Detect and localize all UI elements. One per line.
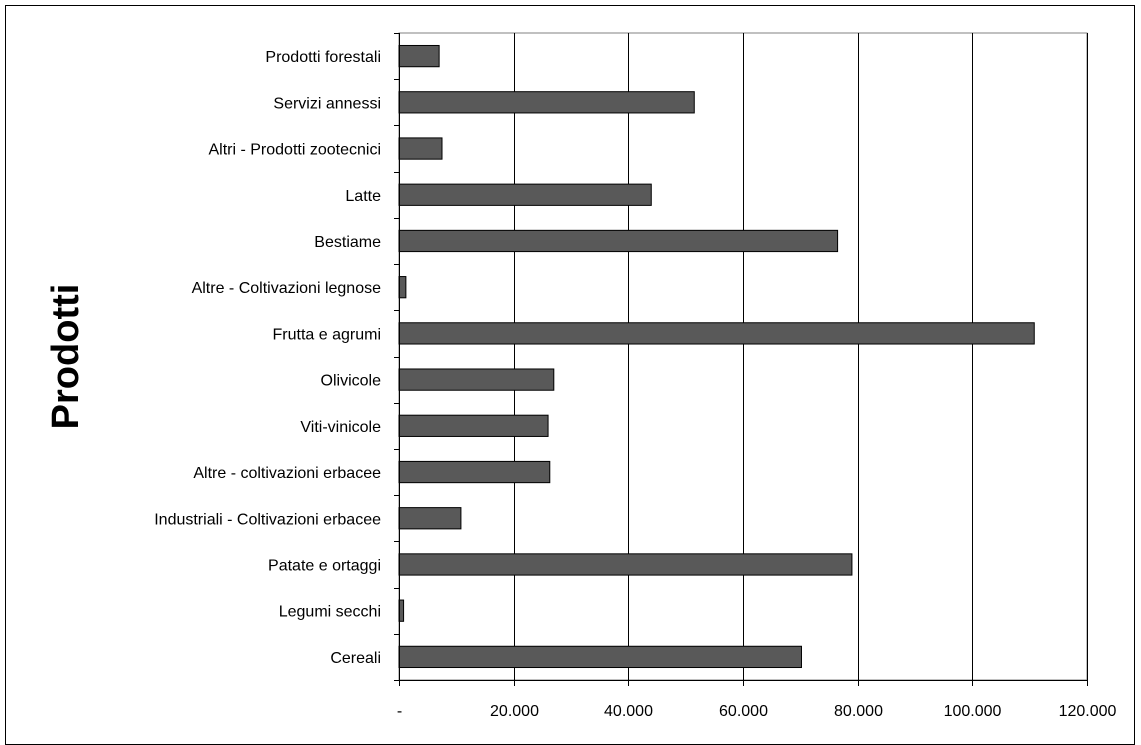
x-tick-label: 60.000: [719, 703, 768, 720]
x-tick-label: 20.000: [490, 703, 539, 720]
bar: [398, 276, 407, 299]
x-tick-label: 80.000: [834, 703, 883, 720]
bar: [398, 368, 555, 391]
category-label: Frutta e agrumi: [273, 326, 381, 343]
x-tick-label: 120.000: [1059, 703, 1117, 720]
bar: [398, 507, 462, 530]
category-label: Olivicole: [321, 373, 382, 390]
bars: [398, 44, 1035, 669]
category-label: Latte: [345, 188, 381, 205]
category-label: Altre - Coltivazioni legnose: [192, 280, 382, 297]
bar: [398, 137, 443, 160]
category-label: Altre - coltivazioni erbacee: [193, 465, 381, 482]
bar: [398, 460, 551, 484]
bar: [398, 553, 853, 576]
chart-frame: [5, 5, 1135, 745]
bar-chart: Prodotti forestali Servizi annessi Altri -…: [45, 32, 1117, 720]
category-label: Industriali - Coltivazioni erbacee: [154, 511, 381, 528]
tick-labels: - 20.000 40.000 60.000 80.000 100.000 120.000: [397, 703, 1117, 720]
grid-lines: [398, 32, 1088, 681]
category-label: Patate e ortaggi: [268, 557, 381, 574]
bar: [398, 91, 695, 114]
bar: [398, 44, 440, 68]
y-axis-title: Prodotti: [45, 284, 87, 430]
category-label: Prodotti forestali: [265, 49, 381, 66]
bar: [398, 414, 549, 437]
x-tick-label: -: [397, 703, 402, 720]
bar: [398, 183, 652, 206]
bar: [398, 645, 802, 669]
bar: [398, 322, 1035, 345]
category-label: Bestiame: [314, 234, 381, 251]
category-label: Cereali: [330, 650, 381, 667]
category-label: Viti-vinicole: [300, 419, 381, 436]
x-tick-label: 100.000: [944, 703, 1002, 720]
category-label: Altri - Prodotti zootecnici: [208, 142, 381, 159]
axes: [394, 33, 1088, 686]
category-label: Servizi annessi: [273, 95, 381, 112]
bar: [398, 229, 839, 253]
category-label: Legumi secchi: [279, 604, 381, 621]
x-tick-label: 40.000: [604, 703, 653, 720]
category-labels: Prodotti forestali Servizi annessi Altri -…: [154, 49, 381, 667]
